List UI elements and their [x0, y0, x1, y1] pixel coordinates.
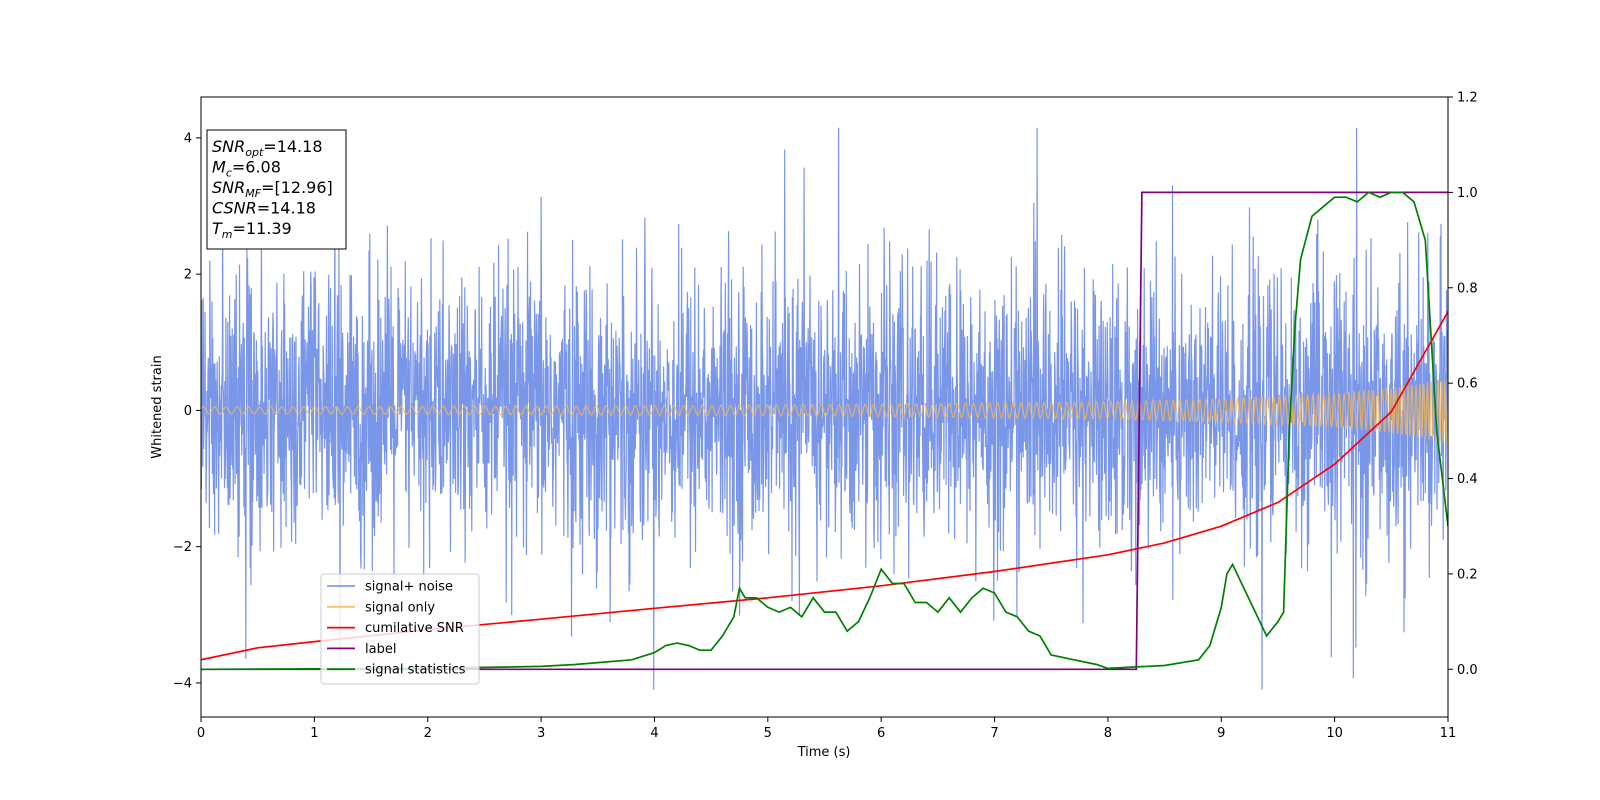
- y2-tick-label: 0.0: [1457, 663, 1478, 678]
- legend-entry: signal+ noise: [365, 580, 453, 595]
- x-axis: 0 1 2 3 4 5 6 7 8 9 10 11: [197, 717, 1456, 741]
- x-tick-label: 11: [1440, 726, 1457, 741]
- x-tick-label: 5: [764, 726, 772, 741]
- y2-tick-label: 0.6: [1457, 377, 1478, 392]
- legend-entry: signal statistics: [365, 663, 466, 678]
- x-tick-label: 3: [537, 726, 545, 741]
- series-label: [201, 191, 1448, 671]
- legend-entry: cumilative SNR: [365, 621, 464, 636]
- x-tick-label: 2: [424, 726, 432, 741]
- annotation-line: CSNR=14.18: [212, 199, 316, 218]
- y2-tick-label: 1.2: [1457, 91, 1478, 106]
- legend-frame: [320, 573, 480, 685]
- x-tick-label: 9: [1217, 726, 1225, 741]
- x-tick-label: 10: [1326, 726, 1343, 741]
- series-signal-noise: [201, 127, 1448, 690]
- legend-entry: label: [365, 642, 396, 657]
- series-signal-statistics: [201, 191, 1448, 671]
- y2-tick-label: 0.2: [1457, 567, 1478, 582]
- x-tick-label: 7: [990, 726, 998, 741]
- x-tick-label: 4: [650, 726, 658, 741]
- y-tick-label: 0: [184, 404, 192, 419]
- y-tick-label: 2: [184, 268, 192, 283]
- y2-tick-label: 0.4: [1457, 472, 1478, 487]
- x-tick-label: 1: [310, 726, 318, 741]
- y2-tick-label: 1.0: [1457, 186, 1478, 201]
- annotation-frame: [206, 129, 347, 250]
- y-tick-label: −4: [173, 676, 192, 691]
- annotation-box: SNRopt=14.18Mc=6.08SNRMF=[12.96]CSNR=14.…: [206, 129, 347, 250]
- y-axis-label: Whitened strain: [150, 355, 165, 458]
- x-tick-label: 6: [877, 726, 885, 741]
- series-signal-only: [201, 378, 1448, 443]
- annotation-line: Mc=6.08: [212, 158, 281, 180]
- legend-entry: signal only: [365, 600, 435, 615]
- x-tick-label: 0: [197, 726, 205, 741]
- y2-tick-label: 0.8: [1457, 281, 1478, 296]
- y-tick-label: −2: [173, 540, 192, 555]
- x-axis-label: Time (s): [797, 745, 851, 760]
- y-axis-right: 0.0 0.2 0.4 0.6 0.8 1.0 1.2: [1448, 91, 1478, 678]
- y-axis-left: −4 −2 0 2 4: [173, 131, 201, 691]
- x-tick-label: 8: [1104, 726, 1112, 741]
- plot-frame: [200, 96, 1449, 718]
- legend: signal+ noise signal only cumilative SNR la…: [320, 573, 480, 685]
- annotation-line: Tm=11.39: [212, 219, 292, 241]
- annotation-line: SNRopt=14.18: [212, 137, 323, 159]
- y-tick-label: 4: [184, 131, 192, 146]
- annotation-line: SNRMF=[12.96]: [212, 178, 333, 200]
